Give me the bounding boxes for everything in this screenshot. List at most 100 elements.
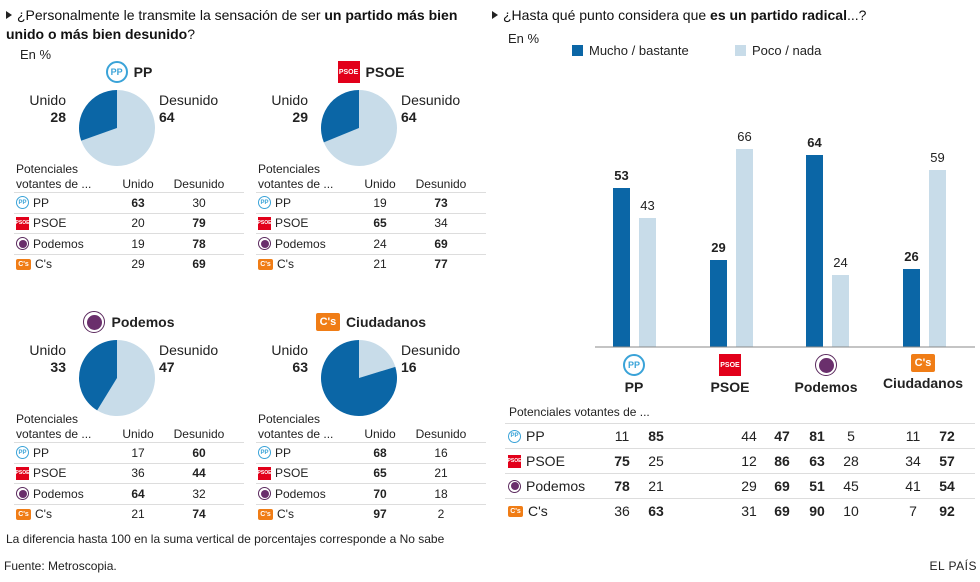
- bar-podemos-poco: [832, 275, 849, 347]
- row-party-name: PSOE: [275, 216, 309, 231]
- table-cell: 75: [614, 453, 630, 469]
- row-party: PP PP: [258, 446, 291, 460]
- row-party: Podemos: [258, 237, 326, 251]
- pie-chart: [77, 88, 157, 168]
- pp-logo-icon: PP: [623, 354, 645, 376]
- bar-value-label: 26: [904, 249, 918, 264]
- cell-desunido: 78: [192, 236, 206, 251]
- row-party: PSOE PSOE: [16, 466, 67, 480]
- table-row: PP PP 63 30: [14, 192, 244, 213]
- cell-unido: 21: [373, 257, 387, 272]
- cell-desunido: 77: [434, 257, 448, 272]
- bar-party-pp: PP PP: [584, 354, 684, 395]
- bar-party-name: PSOE: [710, 379, 750, 395]
- bullet-icon: [492, 11, 498, 19]
- pie-label-unido: Unido 29: [256, 92, 322, 126]
- unido-label: Unido: [29, 92, 66, 108]
- pod-logo-icon: [815, 354, 837, 376]
- col-desunido: Desunido: [173, 427, 225, 441]
- bar-psoe-mucho: [710, 260, 727, 347]
- table-row: PSOE PSOE 20 79: [14, 212, 244, 234]
- bar-value-label: 59: [930, 150, 944, 165]
- unido-value: 29: [292, 109, 308, 125]
- cell-unido: 70: [373, 486, 387, 501]
- bar-value-label: 64: [807, 135, 822, 150]
- table-cell: 5: [847, 428, 855, 444]
- cell-unido: 36: [131, 466, 145, 481]
- row-party-name: C's: [35, 257, 52, 272]
- row-party: PP PP: [258, 196, 291, 210]
- row-party: PSOE PSOE: [258, 216, 309, 231]
- table-cell: 81: [809, 428, 825, 444]
- panel-table-header: Potenciales votantes de ... Unido Desunido: [14, 408, 244, 442]
- panel-cs: C's Ciudadanos Unido 63 Desunido 16 Potenciale…: [256, 310, 486, 540]
- footnote: La diferencia hasta 100 en la suma verti…: [6, 532, 445, 546]
- row-party-name: PP: [275, 195, 292, 210]
- bar-value-label: 29: [711, 240, 725, 255]
- table-cell: 36: [614, 503, 630, 519]
- cell-desunido: 73: [434, 195, 448, 210]
- legend-swatch-light: [735, 45, 746, 56]
- pie-slice-desunido: [323, 90, 397, 166]
- row-party-name: C's: [528, 503, 548, 519]
- cell-unido: 19: [131, 236, 145, 251]
- cell-desunido: 21: [434, 466, 448, 481]
- cell-desunido: 34: [434, 216, 448, 231]
- panel-title: PP PP: [14, 60, 244, 84]
- pp-logo-icon: PP: [105, 61, 128, 83]
- legend-swatch-dark: [572, 45, 583, 56]
- row-party-name: PSOE: [526, 453, 565, 469]
- unido-label: Unido: [271, 342, 308, 358]
- panel-party-name: Podemos: [111, 314, 175, 330]
- cell-desunido: 79: [192, 216, 206, 231]
- legend-b: Poco / nada: [735, 43, 821, 58]
- legend-a: Mucho / bastante: [572, 43, 689, 58]
- panel-party-name: PP: [133, 64, 153, 80]
- bar-party-name: Ciudadanos: [882, 375, 964, 391]
- unido-value: 28: [50, 109, 66, 125]
- pie-label-unido: Unido 33: [14, 342, 80, 376]
- cs-logo-icon: C's: [911, 354, 935, 372]
- col-unido: Unido: [364, 427, 396, 441]
- row-party-name: C's: [35, 507, 52, 522]
- pod-logo-icon: [16, 237, 29, 251]
- col-unido: Unido: [364, 177, 396, 191]
- pie-slice-unido: [79, 340, 117, 411]
- col-desunido: Desunido: [415, 177, 467, 191]
- table-row: C's C's 21 74: [14, 503, 244, 525]
- row-party-name: C's: [277, 507, 294, 522]
- table-row: Podemos 78 21 29 69 51 45 41 54: [505, 473, 975, 498]
- table-row: PSOE PSOE 65 21: [256, 462, 486, 484]
- unido-label: Unido: [271, 92, 308, 108]
- row-party-name: PP: [526, 428, 545, 444]
- cs-logo-icon: C's: [315, 313, 340, 331]
- panel-table-header: Potenciales votantes de ... Unido Desunido: [256, 158, 486, 192]
- pie-slice-desunido: [81, 90, 155, 166]
- table-row: PSOE PSOE 36 44: [14, 462, 244, 484]
- cell-unido: 20: [131, 216, 145, 231]
- table-cell: 63: [648, 503, 664, 519]
- psoe-logo-icon: PSOE: [258, 466, 271, 480]
- row-party: Podemos: [508, 478, 585, 494]
- pp-logo-icon: PP: [258, 196, 271, 210]
- unido-value: 63: [292, 359, 308, 375]
- radical-table-header: Potenciales votantes de ...: [509, 405, 650, 419]
- bar-value-label: 53: [614, 168, 628, 183]
- cs-logo-icon: C's: [16, 508, 31, 520]
- pod-logo-icon: [258, 487, 271, 501]
- cell-unido: 19: [373, 195, 387, 210]
- cell-unido: 29: [131, 257, 145, 272]
- panel-table: Potenciales votantes de ... Unido Desunido…: [256, 408, 486, 524]
- pie-slice-unido: [321, 340, 397, 416]
- row-party-name: PP: [33, 195, 50, 210]
- radical-table: Potenciales votantes de ... PP PP 11 85 44 47…: [505, 402, 975, 523]
- table-header-label: Potenciales votantes de ...: [16, 162, 92, 191]
- pie-label-unido: Unido 63: [256, 342, 322, 376]
- row-party-name: Podemos: [33, 236, 84, 251]
- bar-pp-poco: [639, 218, 656, 347]
- table-cell: 92: [939, 503, 955, 519]
- table-cell: 28: [843, 453, 859, 469]
- brand: EL PAÍS: [929, 559, 977, 573]
- table-cell: 10: [843, 503, 859, 519]
- bar-podemos-mucho: [806, 155, 823, 347]
